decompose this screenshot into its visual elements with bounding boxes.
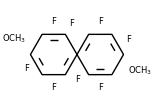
Text: OCH$_3$: OCH$_3$ — [2, 32, 26, 45]
Text: F: F — [69, 19, 74, 28]
Text: F: F — [126, 35, 131, 44]
Text: F: F — [98, 17, 103, 26]
Text: F: F — [98, 83, 103, 92]
Text: F: F — [51, 83, 56, 92]
Text: OCH$_3$: OCH$_3$ — [128, 64, 152, 77]
Text: F: F — [75, 75, 80, 84]
Text: F: F — [24, 64, 29, 73]
Text: F: F — [51, 17, 56, 26]
